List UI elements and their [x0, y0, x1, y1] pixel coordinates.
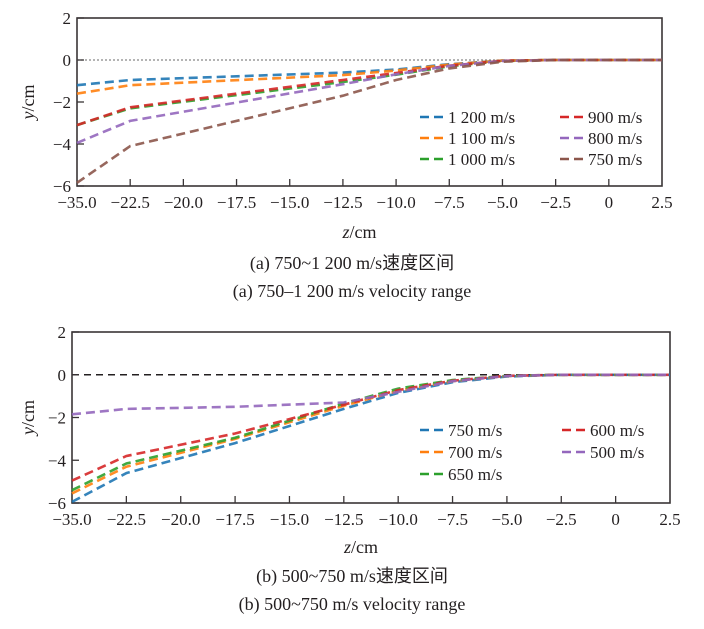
y-tick-label: 2	[58, 323, 67, 342]
legend-item: 600 m/s	[562, 421, 644, 440]
legend-item: 750 m/s	[560, 150, 642, 169]
y-axis-var: y	[18, 427, 38, 437]
x-tick-label: −20.0	[164, 193, 203, 212]
legend-item: 1 200 m/s	[420, 108, 515, 127]
legend-label: 1 200 m/s	[448, 108, 515, 127]
x-tick-label: −15.0	[270, 510, 309, 529]
legend-label: 700 m/s	[448, 443, 502, 462]
y-axis-unit: /cm	[18, 400, 38, 427]
y-tick-label: −4	[53, 135, 72, 154]
x-tick-label: −17.5	[217, 193, 256, 212]
x-tick-label: −22.5	[111, 193, 150, 212]
y-tick-label: 0	[58, 366, 67, 385]
chart-b: −35.0 −22.5 −20.0 −17.5 −15.0 −12.5 −10.0 −7.5−…	[18, 323, 681, 557]
x-tick-label: −7.5	[434, 193, 465, 212]
x-tick-label: 0	[611, 510, 620, 529]
x-tick-label: −20.0	[161, 510, 200, 529]
x-axis-var: z	[343, 537, 351, 557]
series-line-800m-s	[76, 58, 662, 145]
legend-item: 650 m/s	[420, 465, 502, 484]
x-tick-label: 2.5	[659, 510, 680, 529]
x-tick-label: −12.5	[323, 193, 362, 212]
legend-item: 1 100 m/s	[420, 129, 515, 148]
x-tick-label: −2.5	[546, 510, 577, 529]
legend-label: 900 m/s	[588, 108, 642, 127]
legend-item: 700 m/s	[420, 443, 502, 462]
x-tick-label: −15.0	[270, 193, 309, 212]
legend-label: 750 m/s	[448, 421, 502, 440]
legend-item: 800 m/s	[560, 129, 642, 148]
series-line-500m-s	[71, 373, 670, 416]
y-tick-label: −6	[53, 177, 71, 196]
legend-label: 800 m/s	[588, 129, 642, 148]
legend-label: 1 000 m/s	[448, 150, 515, 169]
y-tick-label: 2	[63, 9, 72, 28]
series-line-1200m-s	[76, 58, 662, 87]
y-tick-label: −2	[48, 409, 66, 428]
legend-item: 500 m/s	[562, 443, 644, 462]
caption-b-chinese: (b) 500~750 m/s速度区间	[256, 566, 448, 586]
legend-item: 750 m/s	[420, 421, 502, 440]
x-tick-label: 2.5	[651, 193, 672, 212]
series-line-600m-s	[71, 373, 670, 482]
caption-a-chinese: (a) 750~1 200 m/s速度区间	[249, 253, 455, 273]
x-tick-label: −22.5	[107, 510, 146, 529]
y-axis-title: y/cm	[18, 400, 38, 437]
y-tick-label: −2	[53, 93, 71, 112]
caption-b-english: (b) 500~750 m/s velocity range	[238, 594, 466, 614]
chart-a: −35.0 −22.5 −20.0 −17.5 −15.0 −12.5 −10.0 −7.5−…	[18, 9, 673, 242]
x-axis-var: z	[341, 222, 349, 242]
x-axis-title: z/cm	[343, 537, 378, 557]
x-tick-label: −5.0	[487, 193, 518, 212]
x-tick-label: −2.5	[540, 193, 571, 212]
legend-label: 500 m/s	[590, 443, 644, 462]
legend-item: 1 000 m/s	[420, 150, 515, 169]
legend-label: 750 m/s	[588, 150, 642, 169]
legend-label: 600 m/s	[590, 421, 644, 440]
series-line-750m-s	[71, 373, 670, 504]
x-tick-label: 0	[605, 193, 614, 212]
legend-label: 650 m/s	[448, 465, 502, 484]
series-line-750m-s	[76, 58, 662, 184]
x-tick-label: −35.0	[52, 510, 91, 529]
x-tick-label: −5.0	[491, 510, 522, 529]
plot-frame	[71, 331, 671, 504]
legend-item: 900 m/s	[560, 108, 642, 127]
x-tick-label: −17.5	[215, 510, 254, 529]
series-line-650m-s	[71, 373, 670, 492]
caption-a-english: (a) 750–1 200 m/s velocity range	[232, 281, 472, 301]
y-tick-label: −6	[48, 494, 66, 513]
x-tick-label: −12.5	[324, 510, 363, 529]
series-line-700m-s	[71, 373, 670, 495]
x-tick-label: −10.0	[379, 510, 418, 529]
x-tick-label: −10.0	[376, 193, 415, 212]
y-tick-label: 0	[63, 51, 72, 70]
legend-label: 1 100 m/s	[448, 129, 515, 148]
x-axis-title: z/cm	[341, 222, 376, 242]
y-axis-unit: /cm	[18, 85, 38, 112]
y-axis-title: y/cm	[18, 85, 38, 122]
x-axis-unit: /cm	[351, 537, 378, 557]
x-tick-label: −35.0	[57, 193, 96, 212]
x-tick-label: −7.5	[437, 510, 468, 529]
x-axis-unit: /cm	[350, 222, 377, 242]
y-tick-label: −4	[48, 451, 67, 470]
y-axis-var: y	[18, 112, 38, 122]
